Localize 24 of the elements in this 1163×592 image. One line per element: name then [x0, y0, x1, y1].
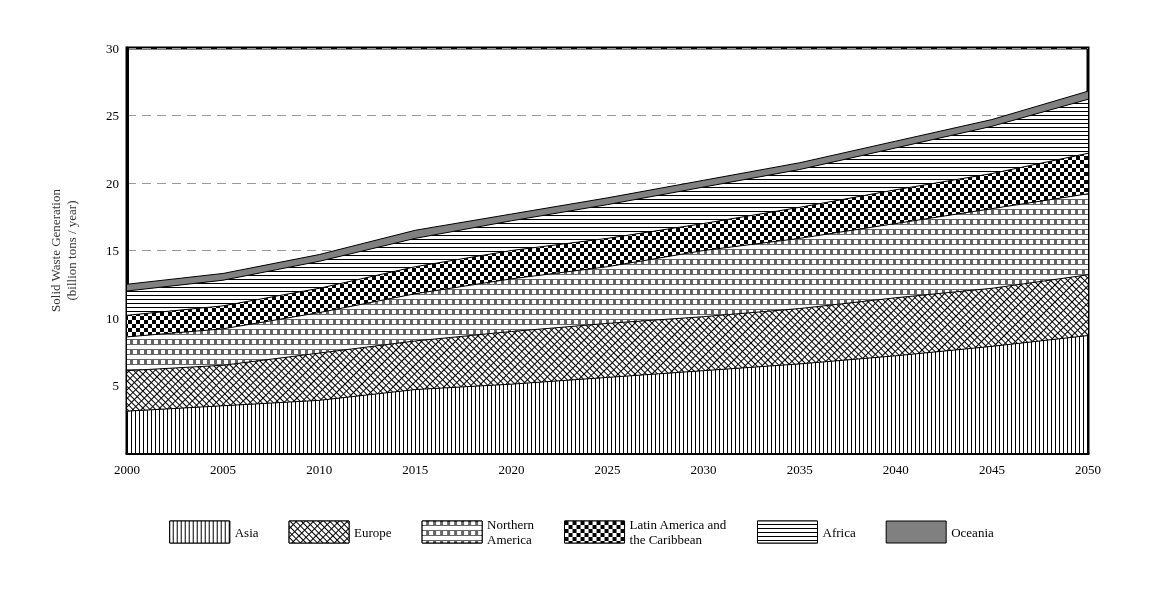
- x-tick-label: 2025: [594, 462, 621, 477]
- x-tick-label: 2010: [306, 462, 333, 477]
- y-axis-title: Solid Waste Generation (billion tons / year): [47, 188, 79, 312]
- legend-label: Africa: [822, 524, 856, 540]
- legend-label: Asia: [234, 524, 259, 540]
- y-tick-label: 25: [106, 108, 119, 123]
- y-tick-label: 10: [106, 310, 119, 326]
- x-tick-label: 2035: [786, 462, 813, 477]
- legend-label: Oceania: [951, 524, 994, 540]
- y-tick-label: 20: [106, 175, 119, 191]
- y-tick-label: 30: [106, 40, 119, 56]
- x-tick-label: 2045: [978, 462, 1005, 477]
- x-tick-label: 2050: [1075, 462, 1101, 477]
- x-tick-label: 2040: [882, 462, 909, 477]
- x-tick-label: 2020: [498, 462, 525, 477]
- x-tick-label: 2030: [690, 462, 717, 477]
- y-tick-label: 15: [106, 243, 119, 258]
- x-tick-label: 2015: [402, 462, 429, 477]
- x-tick-label: 2000: [114, 462, 140, 477]
- y-tick-label: 5: [112, 378, 119, 393]
- legend-label: Latin America and the Caribbean: [629, 517, 727, 547]
- legend-label: Northern America: [487, 517, 535, 547]
- legend-label: Europe: [354, 524, 392, 540]
- x-tick-label: 2005: [210, 462, 237, 477]
